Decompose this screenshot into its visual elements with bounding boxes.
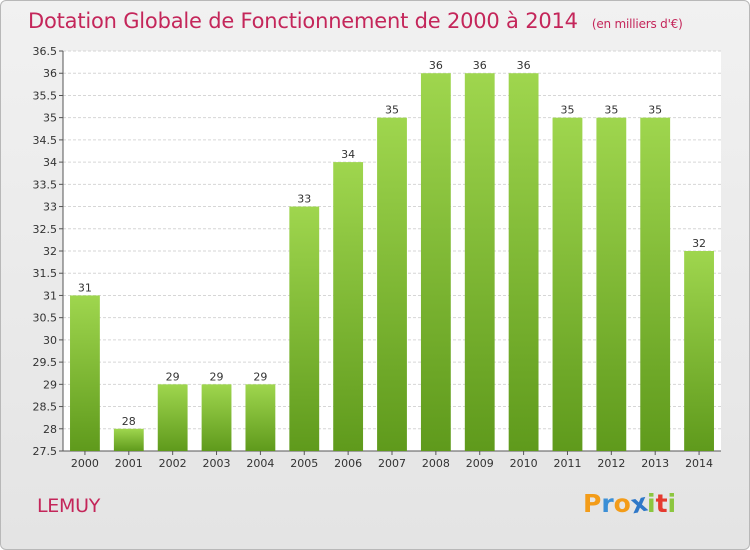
y-tick-label: 33.5: [33, 178, 58, 191]
x-tick-label: 2000: [71, 457, 99, 470]
data-label: 36: [473, 59, 487, 72]
y-tick-label: 31: [43, 289, 57, 302]
y-tick-label: 32: [43, 245, 57, 258]
y-tick-label: 29.5: [33, 356, 58, 369]
bar: [157, 384, 188, 451]
data-label: 34: [341, 148, 355, 161]
y-tick-label: 36: [43, 67, 57, 80]
data-label: 29: [210, 370, 224, 383]
bar: [464, 73, 495, 451]
y-tick-label: 31.5: [33, 267, 58, 280]
y-tick-label: 28.5: [33, 401, 58, 414]
chart-title-text: Dotation Globale de Fonctionnement de 20…: [28, 9, 578, 33]
x-tick-label: 2002: [159, 457, 187, 470]
bar: [377, 117, 407, 452]
data-label: 35: [604, 104, 618, 117]
y-tick-label: 32.5: [33, 223, 58, 236]
x-tick-label: 2014: [685, 457, 713, 470]
proxiti-logo: Proxiti: [583, 488, 677, 520]
data-label: 35: [560, 104, 574, 117]
x-tick-label: 2009: [466, 457, 494, 470]
bar: [420, 73, 451, 451]
y-tick-label: 35.5: [33, 89, 58, 102]
y-tick-label: 34.5: [33, 134, 58, 147]
data-label: 36: [429, 59, 443, 72]
logo-letter: i: [647, 489, 656, 518]
bar: [640, 117, 671, 452]
x-tick-label: 2003: [203, 457, 231, 470]
data-label: 28: [122, 415, 136, 428]
bar: [552, 117, 583, 452]
x-tick-label: 2013: [641, 457, 669, 470]
y-tick-label: 27.5: [33, 445, 58, 458]
y-tick-label: 34: [43, 156, 57, 169]
y-tick-label: 30.5: [33, 312, 58, 325]
commune-name: LEMUY: [37, 495, 100, 517]
bar: [508, 73, 539, 451]
data-label: 33: [297, 193, 311, 206]
logo-letter: r: [601, 489, 614, 518]
bar: [245, 384, 276, 451]
x-tick-label: 2001: [115, 457, 143, 470]
data-label: 35: [385, 104, 399, 117]
y-tick-label: 28: [43, 423, 57, 436]
x-tick-label: 2005: [290, 457, 318, 470]
bar: [333, 162, 364, 451]
bar: [113, 428, 144, 451]
chart-title: Dotation Globale de Fonctionnement de 20…: [28, 9, 683, 33]
logo-letter: t: [655, 489, 668, 518]
logo-letter: i: [667, 489, 677, 518]
data-label: 31: [78, 281, 92, 294]
data-label: 35: [648, 104, 662, 117]
y-tick-label: 29: [43, 378, 57, 391]
x-tick-label: 2011: [553, 457, 581, 470]
data-label: 29: [166, 370, 180, 383]
chart-unit: (en milliers d'€): [591, 17, 683, 31]
bars: 31 28 29 29 29 33 34 35 36 36 36 35 35 35 32: [70, 59, 714, 452]
y-tick-label: 35: [43, 112, 57, 125]
bar: [684, 251, 714, 451]
x-axis: 2000 2001 2002 2003 2004 2005 2006 2007 2008 2009…: [71, 451, 713, 470]
y-tick-label: 33: [43, 201, 57, 214]
logo-letter: o: [613, 489, 631, 518]
x-tick-label: 2012: [597, 457, 625, 470]
data-label: 29: [253, 370, 267, 383]
x-tick-label: 2010: [510, 457, 538, 470]
x-tick-label: 2006: [334, 457, 362, 470]
data-label: 36: [517, 59, 531, 72]
bar: [201, 384, 232, 451]
bar: [596, 117, 627, 452]
x-tick-label: 2008: [422, 457, 450, 470]
bar: [70, 295, 100, 451]
logo-letter: P: [583, 489, 602, 518]
x-tick-label: 2007: [378, 457, 406, 470]
x-tick-label: 2004: [246, 457, 274, 470]
bar: [289, 206, 320, 451]
data-label: 32: [692, 237, 706, 250]
y-tick-label: 30: [43, 334, 57, 347]
y-tick-label: 36.5: [33, 45, 58, 58]
